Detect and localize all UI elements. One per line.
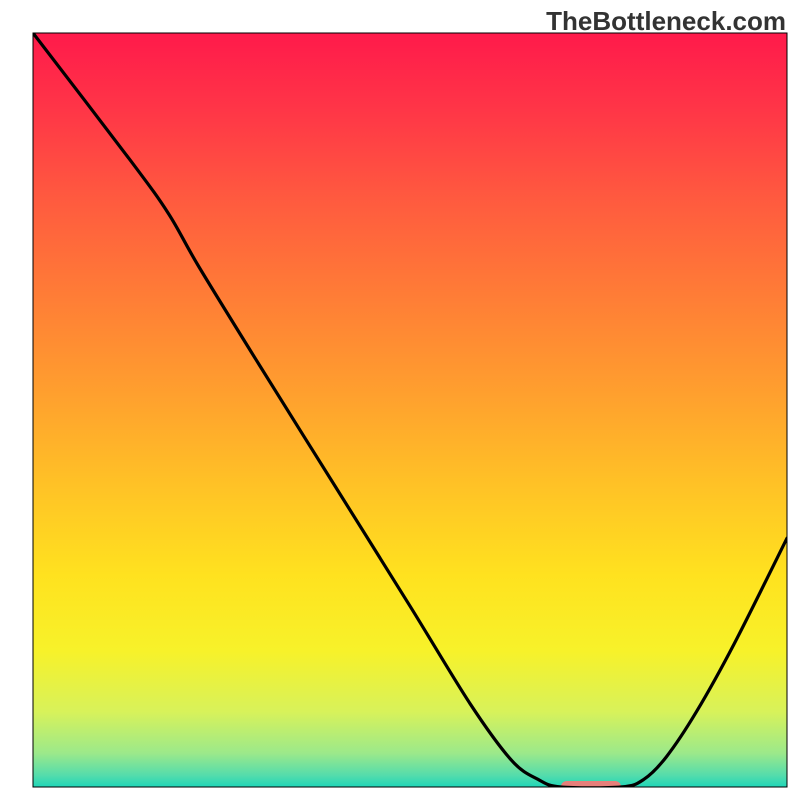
bottleneck-chart [0, 0, 800, 800]
plot-area [33, 33, 787, 793]
figure-container: TheBottleneck.com [0, 0, 800, 800]
gradient-background [33, 33, 787, 787]
watermark-label: TheBottleneck.com [546, 6, 786, 37]
